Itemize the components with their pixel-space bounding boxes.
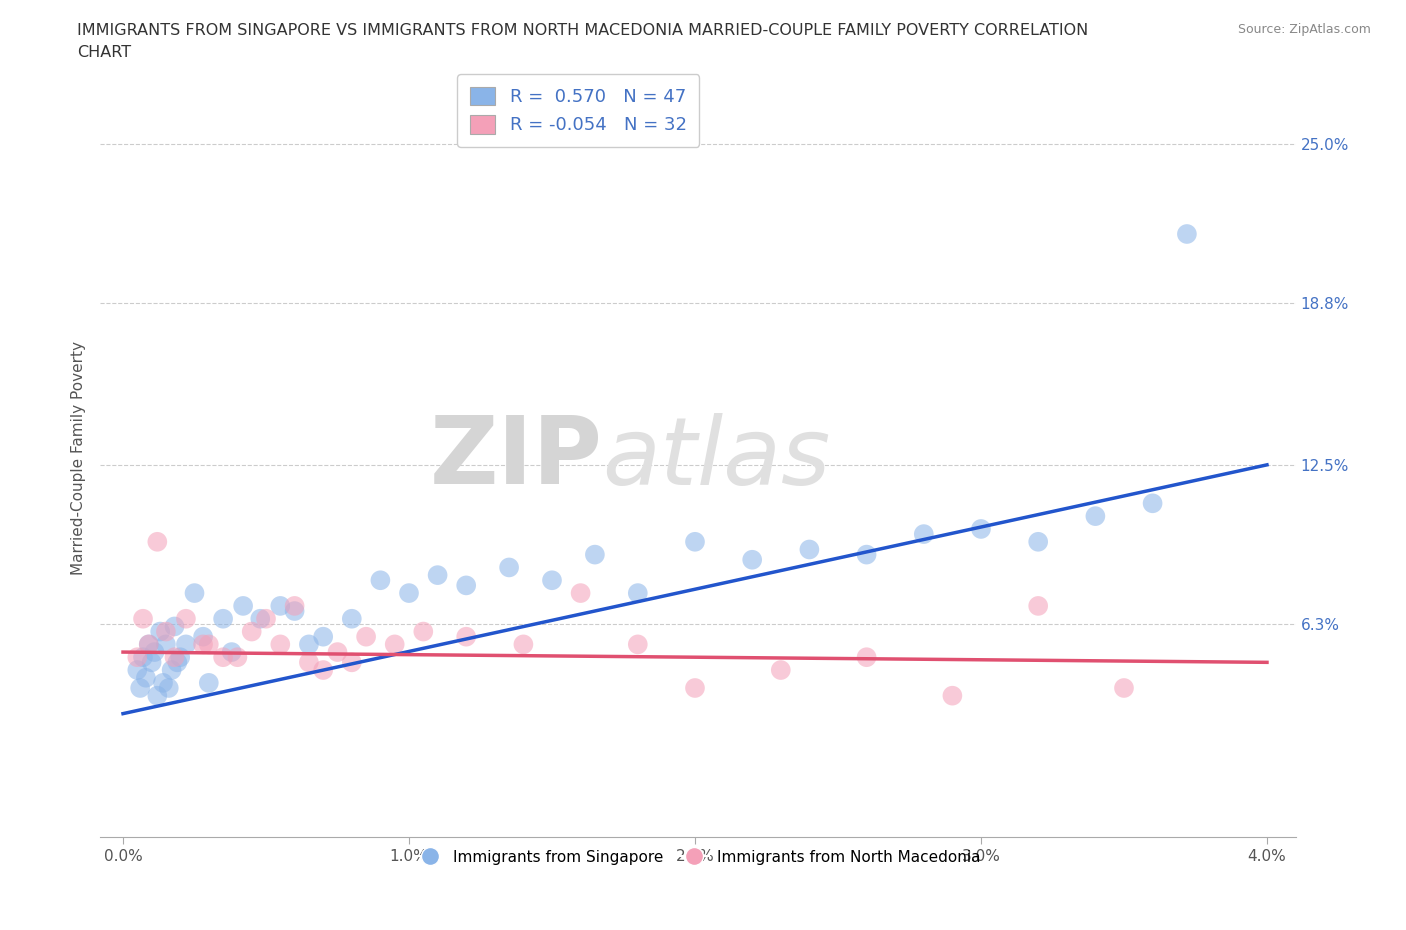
Point: [398, 586, 420, 601]
Point: [226, 650, 249, 665]
Point: [132, 650, 155, 665]
Point: [1142, 496, 1164, 511]
Point: [155, 624, 177, 639]
Point: [298, 637, 321, 652]
Point: [426, 567, 449, 582]
Point: [312, 662, 335, 677]
Point: [941, 688, 963, 703]
Point: [269, 637, 291, 652]
Point: [135, 671, 157, 685]
Point: [127, 662, 149, 677]
Point: [569, 586, 592, 601]
Text: IMMIGRANTS FROM SINGAPORE VS IMMIGRANTS FROM NORTH MACEDONIA MARRIED-COUPLE FAMI: IMMIGRANTS FROM SINGAPORE VS IMMIGRANTS …: [77, 23, 1088, 38]
Point: [254, 611, 277, 626]
Point: [340, 655, 363, 670]
Point: [340, 611, 363, 626]
Point: [284, 599, 307, 614]
Point: [269, 599, 291, 614]
Point: [157, 681, 180, 696]
Point: [169, 650, 191, 665]
Point: [541, 573, 564, 588]
Point: [155, 637, 177, 652]
Text: ZIP: ZIP: [429, 412, 602, 504]
Point: [683, 535, 706, 550]
Point: [174, 611, 197, 626]
Point: [284, 604, 307, 618]
Text: Source: ZipAtlas.com: Source: ZipAtlas.com: [1237, 23, 1371, 36]
Point: [240, 624, 263, 639]
Point: [191, 637, 214, 652]
Point: [138, 637, 160, 652]
Point: [412, 624, 434, 639]
Point: [456, 630, 478, 644]
Point: [166, 655, 188, 670]
Point: [583, 547, 606, 562]
Point: [512, 637, 534, 652]
Point: [163, 650, 186, 665]
Point: [1112, 681, 1135, 696]
Point: [127, 650, 149, 665]
Point: [146, 688, 169, 703]
Point: [312, 630, 335, 644]
Text: atlas: atlas: [602, 413, 831, 504]
Point: [191, 630, 214, 644]
Point: [970, 522, 993, 537]
Point: [627, 586, 650, 601]
Point: [138, 637, 160, 652]
Point: [146, 535, 169, 550]
Point: [163, 619, 186, 634]
Point: [1026, 599, 1049, 614]
Point: [129, 681, 152, 696]
Point: [855, 547, 877, 562]
Point: [1175, 227, 1198, 242]
Point: [198, 675, 221, 690]
Point: [149, 624, 172, 639]
Point: [627, 637, 650, 652]
Point: [912, 526, 935, 541]
Point: [370, 573, 392, 588]
Point: [143, 644, 166, 659]
Point: [160, 662, 183, 677]
Legend: Immigrants from Singapore, Immigrants from North Macedonia: Immigrants from Singapore, Immigrants fr…: [409, 844, 987, 870]
Point: [1084, 509, 1107, 524]
Point: [799, 542, 821, 557]
Point: [855, 650, 877, 665]
Point: [152, 675, 174, 690]
Point: [298, 655, 321, 670]
Point: [198, 637, 221, 652]
Point: [354, 630, 377, 644]
Point: [326, 644, 349, 659]
Point: [174, 637, 197, 652]
Point: [212, 611, 235, 626]
Point: [132, 611, 155, 626]
Point: [769, 662, 792, 677]
Point: [249, 611, 271, 626]
Point: [456, 578, 478, 592]
Point: [232, 599, 254, 614]
Point: [384, 637, 406, 652]
Point: [741, 552, 763, 567]
Point: [212, 650, 235, 665]
Point: [221, 644, 243, 659]
Y-axis label: Married-Couple Family Poverty: Married-Couple Family Poverty: [72, 341, 86, 576]
Point: [1026, 535, 1049, 550]
Point: [141, 655, 163, 670]
Point: [183, 586, 205, 601]
Point: [498, 560, 520, 575]
Point: [683, 681, 706, 696]
Text: CHART: CHART: [77, 45, 131, 60]
